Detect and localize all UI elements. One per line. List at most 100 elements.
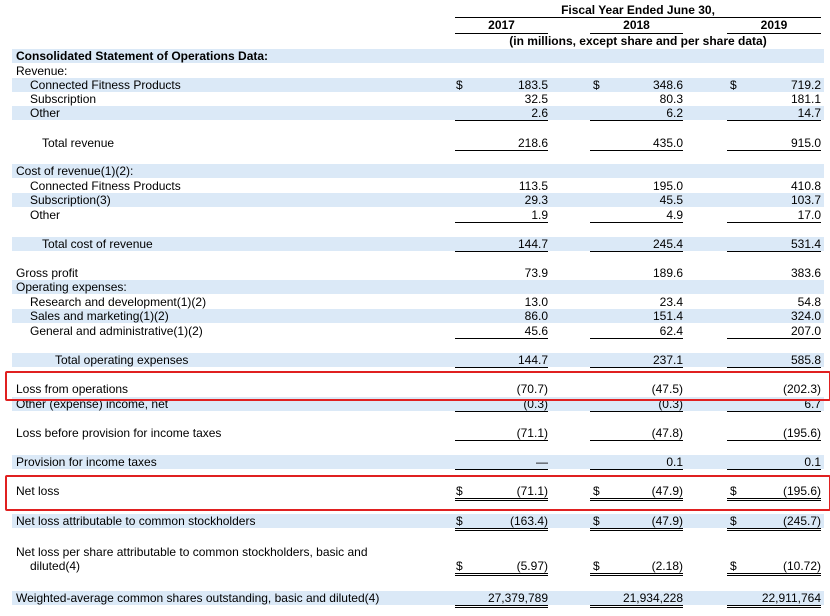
table-row: Net loss $ (71.1) $ (47.9) $ (195.6)	[12, 484, 824, 501]
currency-symbol: $	[730, 78, 737, 92]
row-label: General and administrative(1)(2)	[30, 324, 203, 338]
table-row: General and administrative(1)(2) 45.6 62…	[12, 324, 824, 339]
row-label: Provision for income taxes	[16, 455, 157, 469]
year-2019-header: 2019	[727, 17, 821, 34]
value-2019: 54.8	[797, 295, 821, 309]
value-2017: 32.5	[524, 92, 548, 106]
value-2019: 410.8	[790, 179, 821, 193]
value-2018: 245.4	[590, 237, 683, 252]
currency-symbol: $	[456, 484, 463, 498]
currency-symbol: $	[730, 559, 737, 573]
currency-symbol: $	[593, 559, 600, 573]
value-2019: (202.3)	[782, 382, 821, 396]
table-row: Connected Fitness Products 113.5 195.0 4…	[12, 179, 824, 193]
row-label: Net loss attributable to common stockhol…	[16, 514, 256, 528]
row-label: Total cost of revenue	[42, 237, 153, 251]
value-2018: (47.5)	[651, 382, 683, 396]
value-2018: 23.4	[659, 295, 683, 309]
value-2018: 45.5	[659, 193, 683, 207]
table-row: Cost of revenue(1)(2):	[12, 164, 824, 178]
value-2017: 86.0	[524, 309, 548, 323]
value-2019: 719.2	[790, 78, 821, 92]
value-2019: 17.0	[727, 208, 821, 223]
value-2019: 207.0	[727, 324, 821, 339]
value-2019: (245.7)	[727, 514, 821, 531]
row-label: Net loss	[16, 484, 60, 498]
value-2017: (5.97)	[455, 559, 548, 576]
header-rule	[455, 17, 821, 18]
row-label: Loss from operations	[16, 382, 129, 396]
value-2018: 21,934,228	[590, 591, 683, 608]
value-2017: 13.0	[524, 295, 548, 309]
year-2017-header: 2017	[455, 17, 548, 34]
row-label: Connected Fitness Products	[30, 78, 181, 92]
currency-symbol: $	[593, 78, 600, 92]
row-label: Operating expenses:	[16, 280, 127, 294]
currency-symbol: $	[593, 484, 600, 498]
value-2017: (163.4)	[455, 514, 548, 531]
row-label: Gross profit	[16, 266, 79, 280]
value-2017: 218.6	[455, 136, 548, 151]
value-2018: 151.4	[652, 309, 683, 323]
table-row: Consolidated Statement of Operations Dat…	[12, 49, 824, 63]
table-row: Loss before provision for income taxes (…	[12, 426, 824, 441]
table-row: Other 2.6 6.2 14.7	[12, 106, 824, 121]
row-label: Cost of revenue(1)(2):	[16, 164, 134, 178]
year-2018-header: 2018	[590, 17, 683, 34]
row-label: Connected Fitness Products	[30, 179, 181, 193]
value-2017: 144.7	[455, 353, 548, 368]
value-2018: (2.18)	[590, 559, 683, 576]
value-2019: 14.7	[727, 106, 821, 121]
currency-symbol: $	[456, 559, 463, 573]
value-2019: 0.1	[727, 455, 821, 470]
currency-symbol: $	[456, 514, 463, 528]
value-2017: 73.9	[524, 266, 548, 280]
table-row: Gross profit 73.9 189.6 383.6	[12, 266, 824, 280]
value-2017: 113.5	[518, 179, 548, 193]
value-2019: 22,911,764	[727, 591, 821, 608]
value-2017: 29.3	[524, 193, 548, 207]
value-2018: 80.3	[659, 92, 683, 106]
net-loss-highlight	[5, 475, 830, 511]
value-2018: 62.4	[590, 324, 683, 339]
value-2018: (47.8)	[590, 426, 683, 441]
value-2017: (70.7)	[516, 382, 548, 396]
table-row: Weighted-average common shares outstandi…	[12, 591, 824, 608]
row-label: Other	[30, 106, 61, 120]
value-2017: 183.5	[517, 78, 548, 92]
value-2018: (47.9)	[590, 514, 683, 531]
table-row: Total cost of revenue 144.7 245.4 531.4	[12, 237, 824, 252]
value-2019: 103.7	[790, 193, 821, 207]
value-2017: 1.9	[455, 208, 548, 223]
row-label: Net loss per share attributable to commo…	[16, 545, 368, 559]
value-2017: —	[455, 455, 548, 470]
value-2018: 435.0	[590, 136, 683, 151]
value-2018: (47.9)	[590, 484, 683, 501]
row-label: Weighted-average common shares outstandi…	[16, 591, 380, 605]
table-row: Loss from operations (70.7) (47.5) (202.…	[12, 382, 824, 396]
table-row: Net loss per share attributable to commo…	[12, 545, 824, 576]
value-2018: 4.9	[590, 208, 683, 223]
row-label: Loss before provision for income taxes	[16, 426, 222, 440]
table-row: Subscription(3) 29.3 45.5 103.7	[12, 193, 824, 207]
row-label: Subscription	[30, 92, 97, 106]
value-2019: (195.6)	[727, 484, 821, 501]
value-2018: 237.1	[590, 353, 683, 368]
value-2019: (195.6)	[727, 426, 821, 441]
units-note: (in millions, except share and per share…	[509, 34, 767, 48]
value-2017: 45.6	[455, 324, 548, 339]
value-2017: 2.6	[455, 106, 548, 121]
value-2017: 144.7	[455, 237, 548, 252]
table-row: Total revenue 218.6 435.0 915.0	[12, 136, 824, 151]
value-2018: 195.0	[652, 179, 683, 193]
loss-from-operations-highlight	[5, 371, 830, 401]
row-label: Total operating expenses	[55, 353, 189, 367]
value-2018: 0.1	[590, 455, 683, 470]
row-label-continued: diluted(4)	[30, 559, 81, 573]
section-title: Consolidated Statement of Operations Dat…	[16, 49, 269, 63]
row-label: Research and development(1)(2)	[30, 295, 207, 309]
currency-symbol: $	[593, 514, 600, 528]
currency-symbol: $	[730, 484, 737, 498]
table-row: Other 1.9 4.9 17.0	[12, 208, 824, 223]
table-row: Operating expenses:	[12, 280, 824, 294]
